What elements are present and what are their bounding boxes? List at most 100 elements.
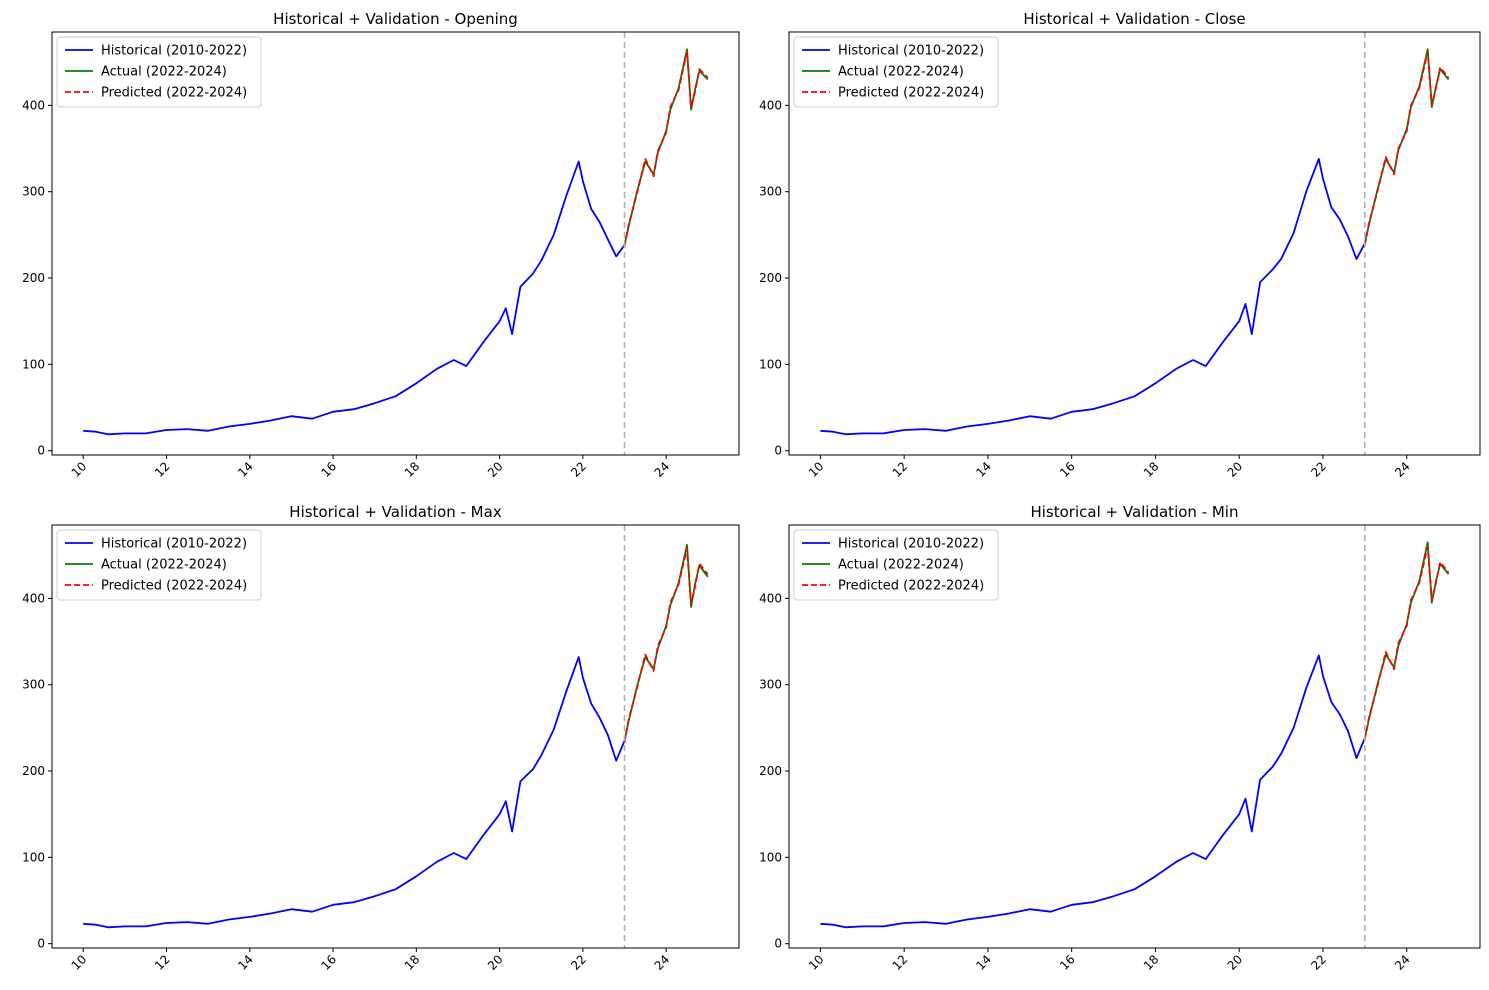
legend: Historical (2010-2022) Actual (2022-2024)… — [56, 529, 262, 601]
x-tick-label: 16 — [318, 459, 339, 480]
y-tick-label: 0 — [37, 444, 45, 458]
legend-label: Historical (2010-2022) — [838, 44, 984, 59]
legend-box — [793, 529, 999, 601]
plot-area — [83, 32, 709, 455]
y-tick-label: 100 — [759, 850, 782, 864]
x-tick-label: 10 — [69, 459, 90, 480]
chart-title: Historical + Validation - Close — [1023, 10, 1245, 28]
legend-label: Predicted (2022-2024) — [838, 579, 984, 594]
x-tick-label: 24 — [1392, 459, 1413, 480]
series-line-historical — [820, 654, 1366, 929]
x-tick-label: 18 — [402, 952, 423, 973]
y-tick-label: 300 — [759, 678, 782, 692]
x-tick-label: 20 — [1225, 952, 1246, 973]
x-tick-label: 14 — [235, 459, 256, 480]
y-tick-label: 400 — [759, 98, 782, 112]
y-tick-label: 100 — [759, 357, 782, 371]
legend-box — [56, 36, 262, 108]
legend-label: Predicted (2022-2024) — [838, 86, 984, 101]
legend: Historical (2010-2022) Actual (2022-2024)… — [793, 529, 999, 601]
series-line-historical — [820, 157, 1366, 436]
series-line-historical — [83, 160, 626, 436]
legend-box — [56, 529, 262, 601]
series-line-predicted — [1363, 545, 1450, 741]
legend-label: Predicted (2022-2024) — [101, 579, 247, 594]
x-tick-label: 14 — [235, 952, 256, 973]
x-tick-label: 22 — [1308, 952, 1329, 973]
legend-label: Actual (2022-2024) — [101, 558, 227, 573]
x-tick-label: 12 — [890, 952, 911, 973]
series-line-actual — [623, 48, 709, 246]
chart-title: Historical + Validation - Min — [1030, 503, 1238, 521]
legend-label: Actual (2022-2024) — [838, 558, 964, 573]
legend-label: Historical (2010-2022) — [101, 537, 247, 552]
x-tick-label: 12 — [152, 459, 173, 480]
x-tick-label: 14 — [973, 952, 994, 973]
plot-area — [820, 32, 1450, 455]
y-tick-label: 400 — [22, 591, 45, 605]
y-tick-label: 300 — [22, 678, 45, 692]
legend-label: Predicted (2022-2024) — [101, 86, 247, 101]
x-tick-label: 18 — [1141, 952, 1162, 973]
y-tick-label: 200 — [22, 764, 45, 778]
x-tick-label: 10 — [806, 952, 827, 973]
x-tick-label: 24 — [1392, 952, 1413, 973]
y-tick-label: 400 — [759, 591, 782, 605]
x-tick-label: 20 — [485, 459, 506, 480]
x-tick-label: 18 — [402, 459, 423, 480]
x-tick-label: 18 — [1141, 459, 1162, 480]
y-tick-label: 0 — [774, 444, 782, 458]
legend-label: Historical (2010-2022) — [838, 537, 984, 552]
x-tick-label: 22 — [1308, 459, 1329, 480]
subplot-3: Historical + Validation - Max 10 12 14 16 18 2… — [22, 503, 740, 973]
y-tick-label: 100 — [22, 357, 45, 371]
y-tick-label: 300 — [759, 185, 782, 199]
axes-frame — [51, 31, 740, 456]
x-tick-label: 20 — [485, 952, 506, 973]
legend: Historical (2010-2022) Actual (2022-2024)… — [56, 36, 262, 108]
legend: Historical (2010-2022) Actual (2022-2024)… — [793, 36, 999, 108]
x-tick-label: 10 — [806, 459, 827, 480]
y-tick-label: 200 — [759, 271, 782, 285]
chart-title: Historical + Validation - Opening — [273, 10, 518, 28]
series-line-actual — [1363, 48, 1450, 244]
chart-title: Historical + Validation - Max — [289, 503, 502, 521]
x-tick-label: 24 — [652, 952, 673, 973]
y-tick-label: 200 — [22, 271, 45, 285]
series-line-predicted — [623, 51, 709, 248]
y-tick-label: 400 — [22, 98, 45, 112]
x-tick-label: 12 — [890, 459, 911, 480]
legend-box — [793, 36, 999, 108]
series-line-actual — [1363, 541, 1450, 739]
axes-frame — [788, 524, 1481, 949]
y-tick-label: 200 — [759, 764, 782, 778]
series-line-predicted — [1363, 51, 1450, 246]
x-tick-label: 16 — [1057, 459, 1078, 480]
x-tick-label: 16 — [1057, 952, 1078, 973]
axes-frame — [788, 31, 1481, 456]
axes-frame — [51, 524, 740, 949]
x-tick-label: 12 — [152, 952, 173, 973]
x-tick-label: 24 — [652, 459, 673, 480]
y-tick-label: 100 — [22, 850, 45, 864]
x-tick-label: 16 — [318, 952, 339, 973]
plot-area — [83, 525, 709, 948]
x-tick-label: 20 — [1225, 459, 1246, 480]
legend-label: Actual (2022-2024) — [838, 65, 964, 80]
x-tick-label: 10 — [69, 952, 90, 973]
series-line-predicted — [623, 547, 709, 743]
subplot-1: Historical + Validation - Opening 10 12 14 1… — [22, 10, 740, 480]
x-tick-label: 22 — [568, 459, 589, 480]
subplot-4: Historical + Validation - Min 10 12 14 16 18 2… — [759, 503, 1481, 973]
legend-label: Actual (2022-2024) — [101, 65, 227, 80]
y-tick-label: 0 — [774, 937, 782, 951]
x-tick-label: 22 — [568, 952, 589, 973]
x-tick-label: 14 — [973, 459, 994, 480]
y-tick-label: 300 — [22, 185, 45, 199]
series-line-actual — [623, 544, 709, 741]
y-tick-label: 0 — [37, 937, 45, 951]
series-line-historical — [83, 656, 626, 929]
plot-area — [820, 525, 1450, 948]
legend-label: Historical (2010-2022) — [101, 44, 247, 59]
